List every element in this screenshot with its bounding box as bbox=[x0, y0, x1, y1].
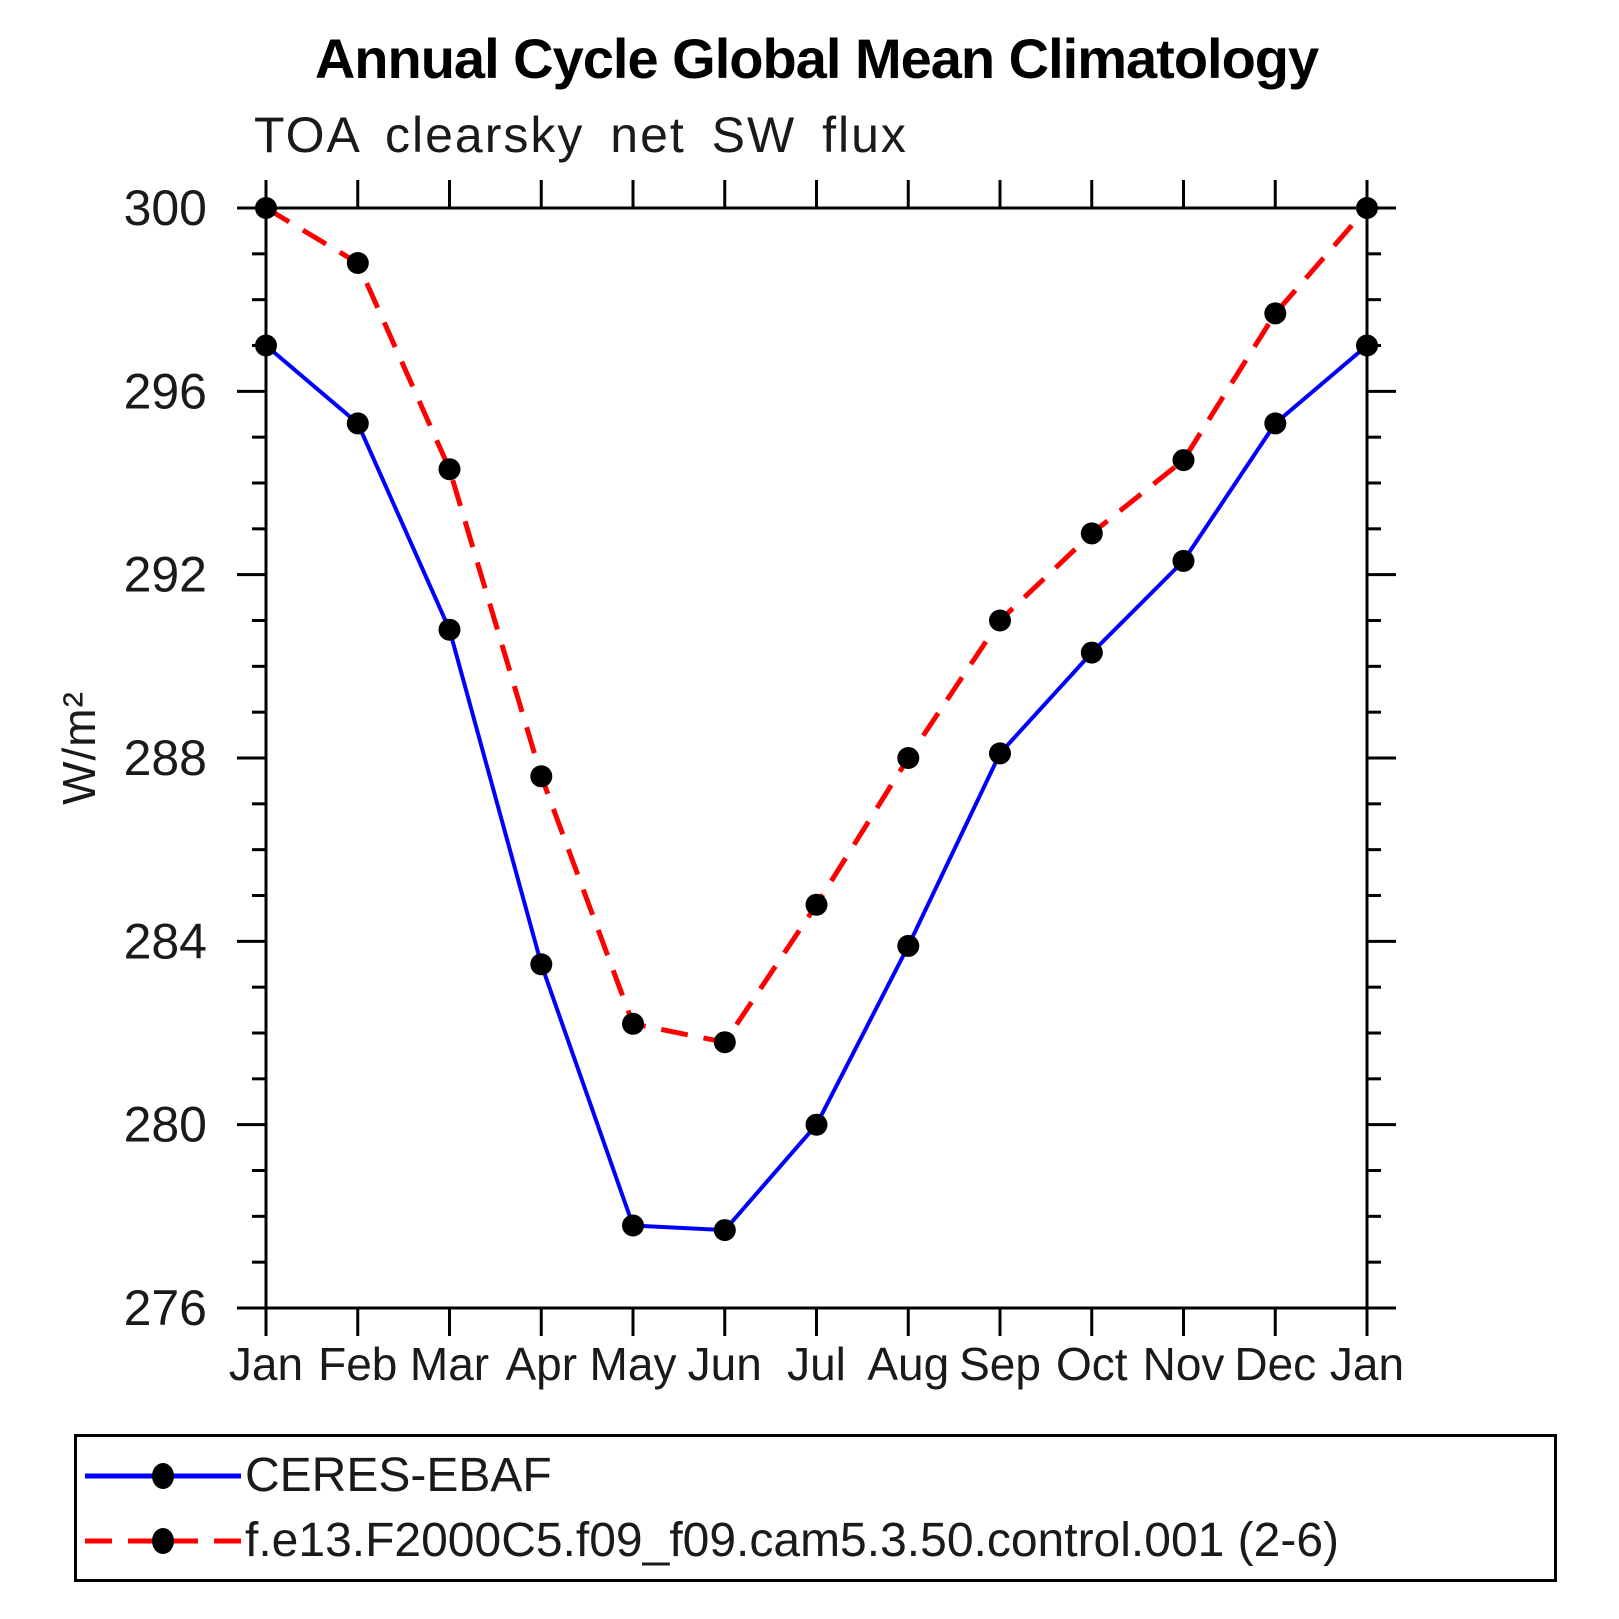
legend-entry-obs: CERES-EBAF bbox=[81, 1444, 1554, 1508]
y-axis-tick-label: 296 bbox=[124, 363, 207, 419]
data-point-marker bbox=[346, 252, 369, 274]
legend-entry-model: f.e13.F2000C5.f09_f09.cam5.3.50.control.… bbox=[81, 1509, 1554, 1573]
series-line-0 bbox=[264, 343, 1369, 1233]
y-axis-tick-label: 292 bbox=[124, 547, 207, 603]
data-point-marker bbox=[989, 742, 1011, 765]
chart-legend: CERES-EBAF f.e13.F2000C5.f09_f09.cam5.3.… bbox=[74, 1434, 1557, 1582]
x-axis-tick-label: Dec bbox=[1234, 1338, 1316, 1390]
page-title: Annual Cycle Global Mean Climatology bbox=[314, 27, 1319, 90]
x-axis-tick-label: Jan bbox=[229, 1338, 303, 1390]
data-point-marker bbox=[622, 1214, 644, 1237]
data-point-marker bbox=[1080, 522, 1103, 545]
data-point-marker bbox=[1264, 412, 1287, 435]
data-point-marker bbox=[713, 1031, 736, 1054]
dashed-line-marker-icon bbox=[85, 1527, 241, 1554]
data-point-marker bbox=[1356, 197, 1378, 219]
series-line-1 bbox=[264, 205, 1369, 1045]
data-point-marker bbox=[897, 934, 920, 957]
x-axis-tick-label: Jan bbox=[1330, 1338, 1404, 1390]
data-point-marker bbox=[713, 1219, 736, 1242]
data-point-marker bbox=[530, 953, 553, 976]
data-point-marker bbox=[805, 1113, 828, 1136]
y-axis-tick-label: 284 bbox=[124, 913, 207, 969]
data-point-marker bbox=[897, 747, 920, 769]
data-point-marker bbox=[255, 334, 277, 357]
data-point-marker bbox=[1080, 641, 1103, 664]
data-point-marker bbox=[255, 197, 277, 219]
x-axis-tick-label: Mar bbox=[410, 1338, 489, 1390]
x-axis-tick-label: Feb bbox=[318, 1338, 397, 1390]
data-point-marker bbox=[989, 609, 1011, 632]
data-point-marker bbox=[346, 412, 369, 435]
x-axis-tick-label: Nov bbox=[1143, 1338, 1225, 1390]
data-point-marker bbox=[1172, 449, 1195, 472]
data-point-marker bbox=[438, 618, 461, 641]
data-point-marker bbox=[530, 765, 553, 788]
x-axis-tick-label: Sep bbox=[959, 1338, 1041, 1390]
data-point-marker bbox=[1172, 549, 1195, 572]
y-axis-tick-label: 280 bbox=[124, 1097, 207, 1153]
solid-line-marker-icon bbox=[85, 1462, 241, 1489]
chart-subtitle: TOA clearsky net SW flux bbox=[254, 107, 908, 163]
legend-label-model: f.e13.F2000C5.f09_f09.cam5.3.50.control.… bbox=[245, 1513, 1340, 1567]
data-point-marker bbox=[1356, 334, 1378, 357]
x-axis-tick-label: Jun bbox=[688, 1338, 762, 1390]
x-axis-tick-label: Apr bbox=[505, 1338, 577, 1390]
data-point-marker bbox=[1264, 302, 1287, 325]
y-axis-tick-label: 300 bbox=[124, 180, 207, 236]
y-axis-tick-label: 276 bbox=[124, 1280, 207, 1336]
data-point-marker bbox=[438, 458, 461, 481]
x-axis-tick-label: Jul bbox=[787, 1338, 846, 1390]
x-axis-tick-label: Aug bbox=[867, 1338, 949, 1390]
data-point-marker bbox=[805, 893, 828, 916]
data-point-marker bbox=[622, 1012, 644, 1035]
x-axis-tick-label: Oct bbox=[1056, 1338, 1128, 1390]
plot-frame bbox=[264, 206, 1369, 1310]
y-axis-tick-label: 288 bbox=[124, 730, 207, 786]
legend-label-obs: CERES-EBAF bbox=[245, 1448, 552, 1502]
x-axis-tick-label: May bbox=[590, 1338, 677, 1390]
